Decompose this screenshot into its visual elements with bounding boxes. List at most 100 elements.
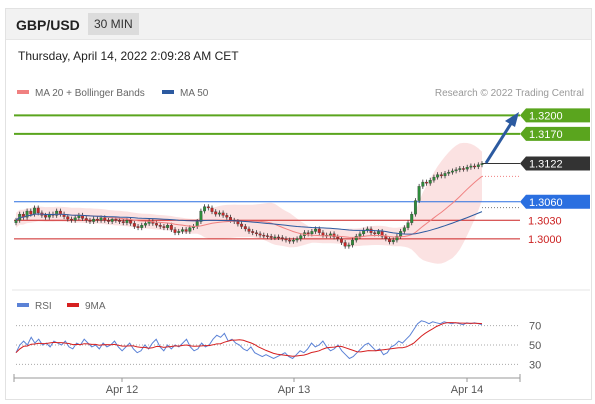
symbol-label: GBP/USD bbox=[16, 17, 80, 33]
level-label-1.3170: 1.3170 bbox=[529, 129, 563, 141]
candle-body bbox=[58, 210, 62, 215]
candle-body bbox=[73, 217, 77, 221]
candle-body bbox=[214, 211, 218, 215]
candle-body bbox=[447, 172, 451, 174]
candle-body bbox=[184, 229, 188, 232]
level-tag-1.3200 bbox=[520, 108, 590, 123]
candle-body bbox=[143, 223, 147, 226]
rsi-legend-swatch bbox=[67, 303, 79, 307]
candle-body bbox=[376, 231, 380, 235]
rsi-tick-label: 70 bbox=[529, 321, 541, 333]
candle-body bbox=[25, 210, 29, 218]
candle-body bbox=[29, 210, 33, 215]
candle-body bbox=[439, 174, 443, 177]
candle-body bbox=[125, 220, 129, 223]
legend-label: MA 50 bbox=[180, 88, 209, 99]
candle-body bbox=[110, 218, 114, 222]
candle-body bbox=[343, 242, 347, 247]
candle-body bbox=[92, 218, 96, 222]
candle-body bbox=[373, 232, 377, 235]
candle-body bbox=[284, 238, 288, 241]
candle-body bbox=[251, 231, 255, 233]
candle-body bbox=[44, 215, 48, 218]
candle-body bbox=[476, 164, 480, 167]
x-tick-label: Apr 13 bbox=[278, 384, 310, 396]
candle-body bbox=[155, 223, 158, 226]
candle-body bbox=[103, 217, 107, 221]
candle-body bbox=[84, 218, 88, 221]
candle-body bbox=[428, 180, 432, 184]
candle-body bbox=[299, 235, 303, 239]
legend-swatch-ma50 bbox=[162, 90, 174, 94]
rsi-legend-label: 9MA bbox=[85, 301, 106, 312]
candle-body bbox=[347, 244, 351, 247]
candle-body bbox=[406, 222, 410, 228]
candle-body bbox=[95, 218, 99, 221]
candle-body bbox=[273, 236, 277, 239]
candle-body bbox=[243, 226, 247, 230]
candle-body bbox=[199, 210, 203, 222]
rsi-tick-label: 50 bbox=[529, 340, 541, 352]
legend-swatch-ma20 bbox=[17, 90, 29, 94]
candle-body bbox=[225, 215, 229, 218]
candle-body bbox=[210, 207, 214, 212]
candle-body bbox=[136, 226, 140, 228]
candle-body bbox=[173, 229, 177, 233]
candle-body bbox=[206, 206, 210, 209]
candle-body bbox=[321, 232, 325, 236]
candle-body bbox=[229, 217, 232, 221]
candle-body bbox=[162, 226, 166, 228]
candle-body bbox=[262, 234, 266, 237]
legend-label: MA 20 + Bollinger Bands bbox=[35, 88, 145, 99]
candle-body bbox=[169, 225, 173, 230]
candle-body bbox=[358, 233, 362, 237]
x-tick-label: Apr 12 bbox=[106, 384, 138, 396]
candle-body bbox=[317, 228, 321, 233]
candle-body bbox=[266, 235, 269, 237]
candle-body bbox=[354, 236, 358, 241]
timeframe-badge[interactable]: 30 MIN bbox=[88, 13, 139, 35]
candle-body bbox=[269, 236, 273, 238]
candle-body bbox=[336, 236, 340, 239]
candle-body bbox=[118, 220, 122, 222]
rsi-ma-line bbox=[15, 322, 483, 357]
candle-body bbox=[310, 231, 314, 235]
candle-body bbox=[332, 233, 336, 238]
candle-body bbox=[351, 239, 355, 246]
forecast-arrow-shaft bbox=[484, 121, 514, 164]
candle-body bbox=[458, 168, 462, 170]
timestamp-label: Thursday, April 14, 2022 2:09:28 AM CET bbox=[18, 49, 239, 63]
candle-body bbox=[236, 221, 240, 225]
credit-label: Research © 2022 Trading Central bbox=[435, 88, 584, 99]
candle-body bbox=[395, 236, 399, 241]
level-label-1.3122: 1.3122 bbox=[529, 159, 563, 171]
candle-body bbox=[166, 225, 170, 228]
candle-body bbox=[66, 216, 70, 220]
candle-body bbox=[99, 217, 103, 221]
candle-body bbox=[129, 220, 133, 224]
candle-body bbox=[114, 218, 118, 221]
candle-body bbox=[55, 210, 59, 216]
ma50-line bbox=[15, 211, 483, 235]
candle-body bbox=[291, 239, 295, 242]
candle-body bbox=[33, 207, 36, 215]
candle-body bbox=[432, 176, 436, 181]
candle-body bbox=[140, 225, 144, 228]
candle-body bbox=[177, 231, 181, 233]
candle-body bbox=[88, 220, 92, 222]
candle-body bbox=[180, 229, 184, 232]
candle-body bbox=[402, 227, 406, 232]
level-label-1.3060: 1.3060 bbox=[529, 197, 563, 209]
candle-body bbox=[277, 236, 281, 239]
forecast-arrow-head bbox=[505, 112, 519, 127]
candle-body bbox=[443, 173, 447, 177]
candle-body bbox=[473, 165, 477, 168]
candle-body bbox=[469, 165, 473, 168]
candle-body bbox=[425, 181, 428, 184]
candle-body bbox=[132, 223, 136, 227]
level-label-1.3200: 1.3200 bbox=[529, 110, 563, 122]
candle-body bbox=[14, 220, 18, 223]
candle-body bbox=[280, 237, 284, 239]
candle-body bbox=[306, 232, 310, 235]
